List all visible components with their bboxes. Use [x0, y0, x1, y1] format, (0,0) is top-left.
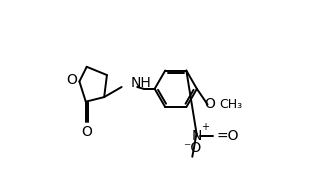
Text: ⁻O: ⁻O — [183, 141, 202, 155]
Text: O: O — [204, 97, 215, 111]
Text: +: + — [201, 122, 208, 132]
Text: O: O — [67, 73, 78, 87]
Text: CH₃: CH₃ — [219, 98, 242, 111]
Text: =O: =O — [216, 129, 239, 143]
Text: N: N — [192, 129, 202, 143]
Text: O: O — [81, 125, 92, 139]
Text: NH: NH — [131, 76, 151, 90]
